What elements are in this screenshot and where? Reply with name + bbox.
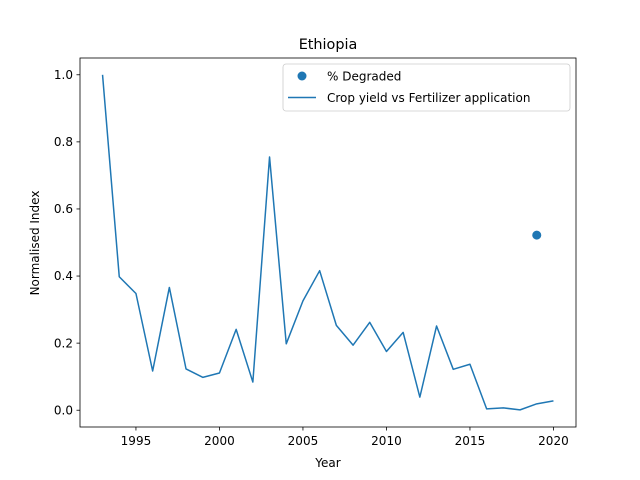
y-axis-label: Normalised Index — [28, 191, 42, 296]
y-tick-label: 0.0 — [54, 403, 73, 417]
series-line-crop-yield — [101, 74, 554, 411]
x-tick-label: 2005 — [288, 434, 319, 448]
x-tick-label: 2010 — [371, 434, 402, 448]
axes-frame — [79, 57, 577, 428]
x-axis: 1995 2000 2005 2010 2015 2020 — [121, 427, 569, 448]
plot-area — [101, 74, 554, 411]
x-axis-label: Year — [314, 456, 340, 470]
chart-title: Ethiopia — [299, 37, 358, 53]
legend-marker-degraded — [297, 71, 307, 81]
legend-frame — [282, 63, 571, 112]
y-tick-label: 0.8 — [54, 135, 73, 149]
x-tick-label: 2000 — [204, 434, 235, 448]
y-tick-label: 0.6 — [54, 202, 73, 216]
y-tick-label: 0.2 — [54, 336, 73, 350]
x-tick-label: 2015 — [455, 434, 486, 448]
x-tick-label: 2020 — [538, 434, 569, 448]
legend: % Degraded Crop yield vs Fertilizer appl… — [282, 63, 571, 112]
legend-label-crop-yield: Crop yield vs Fertilizer application — [327, 91, 530, 105]
data-point-degraded — [532, 230, 542, 240]
x-tick-label: 1995 — [121, 434, 152, 448]
legend-label-degraded: % Degraded — [327, 70, 401, 84]
y-axis: 0.0 0.2 0.4 0.6 0.8 1.0 — [54, 68, 80, 417]
y-tick-label: 1.0 — [54, 68, 73, 82]
y-tick-label: 0.4 — [54, 269, 73, 283]
